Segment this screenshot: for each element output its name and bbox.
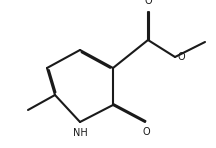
Text: O: O [178, 52, 186, 62]
Text: O: O [144, 0, 152, 6]
Text: NH: NH [73, 128, 87, 138]
Text: O: O [142, 127, 150, 137]
